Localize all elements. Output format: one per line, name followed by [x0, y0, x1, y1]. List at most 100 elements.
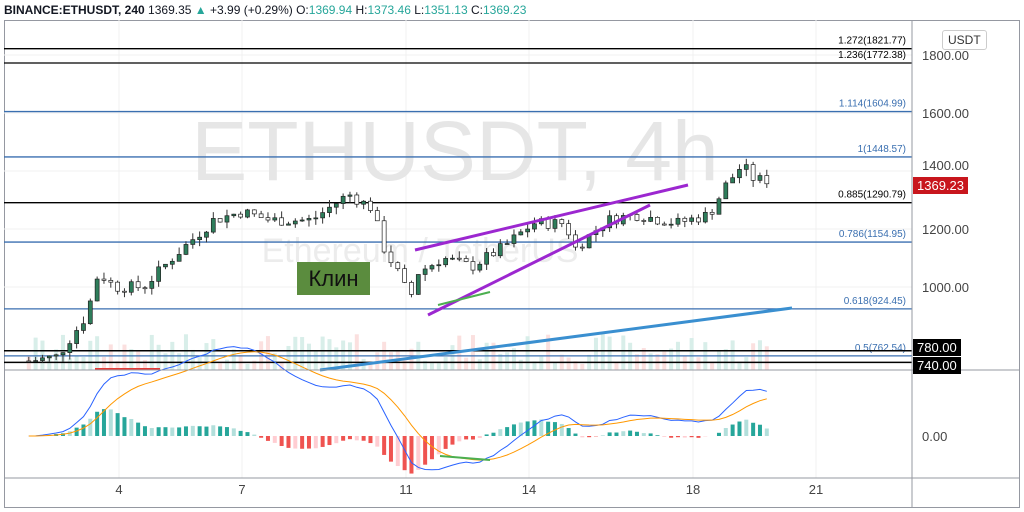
macd-histogram-bar	[231, 428, 236, 436]
volume-bar	[532, 361, 537, 370]
candle	[224, 215, 230, 223]
symbol-name[interactable]: BINANCE:ETHUSDT, 240	[4, 3, 145, 17]
candle	[327, 206, 332, 213]
macd-histogram-bar	[204, 426, 209, 436]
chart-frame[interactable]	[4, 20, 1020, 508]
candle	[46, 355, 52, 359]
wedge-label[interactable]: Клин	[297, 262, 370, 295]
macd-green-line[interactable]	[439, 455, 491, 461]
candle	[238, 213, 243, 218]
macd-histogram-bar	[416, 436, 421, 470]
candle	[682, 217, 688, 222]
green-trend-line[interactable]	[437, 291, 491, 306]
candle	[340, 195, 346, 204]
candle	[641, 220, 647, 222]
volume-bar	[156, 344, 161, 370]
volume-bar	[764, 346, 769, 370]
volume-bar	[751, 343, 756, 370]
candle	[552, 219, 558, 229]
volume-bar	[327, 339, 332, 370]
macd-histogram-bar	[211, 425, 216, 436]
candle	[354, 194, 360, 205]
volume-bar	[122, 344, 127, 370]
candle	[709, 211, 715, 215]
volume-bar	[505, 352, 510, 370]
candle	[750, 164, 756, 181]
volume-bar	[511, 348, 516, 370]
candle	[53, 354, 59, 357]
volume-bar	[423, 360, 428, 370]
candle	[470, 261, 476, 271]
volume-bar	[477, 359, 482, 370]
candle	[525, 228, 530, 233]
macd-histogram-bar	[423, 436, 428, 465]
macd-histogram-bar	[409, 436, 414, 474]
volume-bar	[81, 357, 86, 370]
macd-histogram-bar	[737, 421, 742, 436]
volume-bar	[429, 363, 434, 370]
macd-histogram-bar	[293, 436, 298, 449]
macd-histogram-bar	[587, 436, 592, 438]
fib-level-label: 1(1448.57)	[858, 144, 906, 155]
macd-histogram-bar	[546, 421, 551, 436]
candle	[511, 234, 517, 244]
low-value: 1351.13	[424, 3, 468, 17]
candle	[737, 169, 742, 179]
volume-bar	[552, 362, 557, 370]
macd-histogram-bar	[566, 428, 571, 436]
candle	[696, 217, 701, 223]
candle	[245, 209, 250, 218]
wedge-upper-line[interactable]	[414, 183, 689, 252]
candle	[436, 264, 442, 267]
currency-button[interactable]: USDT	[942, 30, 987, 50]
candle	[279, 217, 284, 226]
wedge-lower-line[interactable]	[427, 203, 651, 317]
candle	[668, 223, 674, 226]
volume-bar	[593, 337, 598, 370]
volume-bar	[211, 339, 216, 370]
candle	[702, 211, 708, 223]
candle	[265, 217, 271, 221]
candle	[286, 223, 291, 226]
macd-histogram-bar	[477, 436, 482, 439]
symbol-header: BINANCE:ETHUSDT, 240 1369.35 ▲ +3.99 (+0…	[4, 3, 526, 17]
candle	[122, 290, 127, 293]
macd-histogram-bar	[190, 425, 195, 436]
macd-histogram-bar	[320, 436, 325, 447]
fib-level-label: 0.618(924.45)	[844, 296, 906, 307]
macd-histogram-bar	[388, 436, 393, 462]
macd-histogram-bar	[122, 417, 127, 436]
close-value: 1369.23	[482, 3, 527, 17]
candle	[634, 214, 640, 221]
time-axis-label: 18	[686, 482, 700, 497]
candle	[210, 218, 216, 233]
last-price-tag: 1369.23	[913, 177, 968, 194]
candle	[40, 357, 45, 361]
signal-line[interactable]	[28, 351, 767, 461]
high-label: H:	[355, 3, 368, 17]
macd-histogram-bar	[457, 436, 462, 442]
macd-histogram-bar	[197, 426, 202, 436]
volume-bar	[696, 357, 701, 370]
candle	[204, 231, 209, 238]
price-axis-label: 1000.00	[922, 280, 969, 295]
macd-histogram-bar	[518, 422, 523, 436]
candle	[491, 252, 496, 257]
macd-histogram-bar	[74, 427, 79, 436]
macd-histogram-bar	[648, 433, 653, 436]
blue-trend-line[interactable]	[319, 306, 793, 372]
macd-histogram-bar	[183, 426, 188, 436]
macd-line[interactable]	[28, 346, 767, 471]
candle	[484, 252, 489, 265]
volume-bar	[546, 334, 551, 370]
candle	[67, 343, 73, 353]
macd-histogram-bar	[368, 436, 373, 444]
volume-bar	[252, 360, 257, 370]
macd-histogram-bar	[382, 436, 387, 455]
candle	[395, 262, 401, 270]
candle	[566, 223, 571, 236]
macd-histogram-bar	[279, 436, 284, 447]
macd-histogram-bar	[669, 436, 674, 438]
volume-bar	[723, 349, 728, 370]
